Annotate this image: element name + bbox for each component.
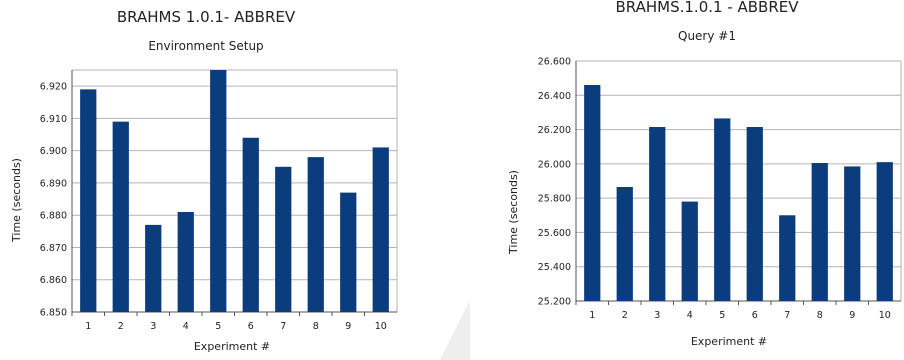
x-tick-label: 4 — [687, 310, 693, 321]
bar — [372, 147, 389, 312]
bar — [307, 157, 324, 312]
x-tick-label: 1 — [589, 310, 595, 321]
bar — [811, 163, 828, 301]
x-tick-label: 5 — [719, 310, 725, 321]
bar — [649, 127, 666, 301]
bar — [242, 137, 259, 312]
bar — [112, 121, 129, 312]
bar — [844, 166, 861, 301]
x-tick-label: 2 — [118, 321, 124, 332]
y-tick-labels: 6.850 6.860 6.870 6.880 6.890 6.900 6.910 6.920 — [40, 82, 67, 319]
y-tick-label: 6.890 — [40, 178, 67, 189]
y-tick-label: 26.400 — [538, 91, 571, 102]
y-tick-label: 25.400 — [538, 262, 571, 273]
x-tick-label: 6 — [752, 310, 758, 321]
y-tick-label: 6.880 — [40, 211, 67, 222]
x-axis-label: Experiment # — [691, 335, 767, 348]
y-tick-label: 6.900 — [40, 146, 67, 157]
y-tick-label: 6.860 — [40, 275, 67, 286]
y-tick-label: 26.000 — [538, 159, 571, 170]
y-tick-label: 6.850 — [40, 308, 67, 319]
y-tick-label: 6.910 — [40, 114, 67, 125]
x-tick-label: 10 — [879, 310, 891, 321]
y-tick-labels: 25.200 25.400 25.600 25.800 26.000 26.200 26.4… — [538, 57, 571, 308]
x-tick-label: 6 — [248, 321, 254, 332]
x-tick-label: 10 — [375, 321, 387, 332]
bar — [779, 215, 796, 301]
x-tick-labels: 1 2 3 4 5 6 7 8 9 10 — [85, 321, 387, 332]
y-tick-label: 25.600 — [538, 228, 571, 239]
bar — [177, 211, 194, 312]
x-tick-label: 5 — [215, 321, 221, 332]
x-tick-label: 2 — [622, 310, 628, 321]
bar — [616, 187, 633, 301]
bar — [145, 224, 162, 312]
x-tick-label: 8 — [817, 310, 823, 321]
bar — [714, 118, 731, 301]
bar — [681, 201, 698, 301]
chart-title: BRAHMS 1.0.1- ABBREV — [117, 8, 296, 26]
x-tick-label: 3 — [654, 310, 660, 321]
x-tick-label: 4 — [183, 321, 189, 332]
y-tick-label: 25.800 — [538, 194, 571, 205]
background-shape — [440, 300, 470, 360]
bar — [210, 70, 227, 312]
x-axis-label: Experiment # — [194, 340, 270, 353]
bar — [275, 166, 292, 312]
x-tick-label: 8 — [313, 321, 319, 332]
y-tick-label: 26.200 — [538, 125, 571, 136]
x-tick-label: 7 — [280, 321, 286, 332]
x-tick-label: 7 — [784, 310, 790, 321]
y-axis-label: Time (seconds) — [507, 170, 520, 255]
x-tick-label: 1 — [85, 321, 91, 332]
x-tick-label: 9 — [345, 321, 351, 332]
y-tick-label: 6.870 — [40, 243, 67, 254]
chart-subtitle: Query #1 — [678, 29, 736, 43]
chart-environment-setup: BRAHMS 1.0.1- ABBREV Environment Setup T… — [10, 8, 398, 353]
chart-title: BRAHMS.1.0.1 - ABBREV — [616, 0, 800, 16]
bar — [80, 89, 97, 312]
bar — [340, 192, 357, 312]
chart-subtitle: Environment Setup — [148, 39, 263, 53]
y-tick-label: 26.600 — [538, 57, 571, 68]
x-tick-label: 3 — [150, 321, 156, 332]
y-tick-label: 6.920 — [40, 82, 67, 93]
x-tick-label: 9 — [849, 310, 855, 321]
bars — [584, 85, 893, 301]
y-axis-label: Time (seconds) — [10, 158, 23, 243]
bars — [80, 70, 389, 312]
bar — [584, 85, 601, 301]
x-tick-labels: 1 2 3 4 5 6 7 8 9 10 — [589, 310, 891, 321]
bar — [876, 162, 893, 301]
y-tick-label: 25.200 — [538, 297, 571, 308]
bar — [746, 127, 763, 301]
chart-query-1: BRAHMS.1.0.1 - ABBREV Query #1 Time (sec… — [507, 0, 902, 348]
